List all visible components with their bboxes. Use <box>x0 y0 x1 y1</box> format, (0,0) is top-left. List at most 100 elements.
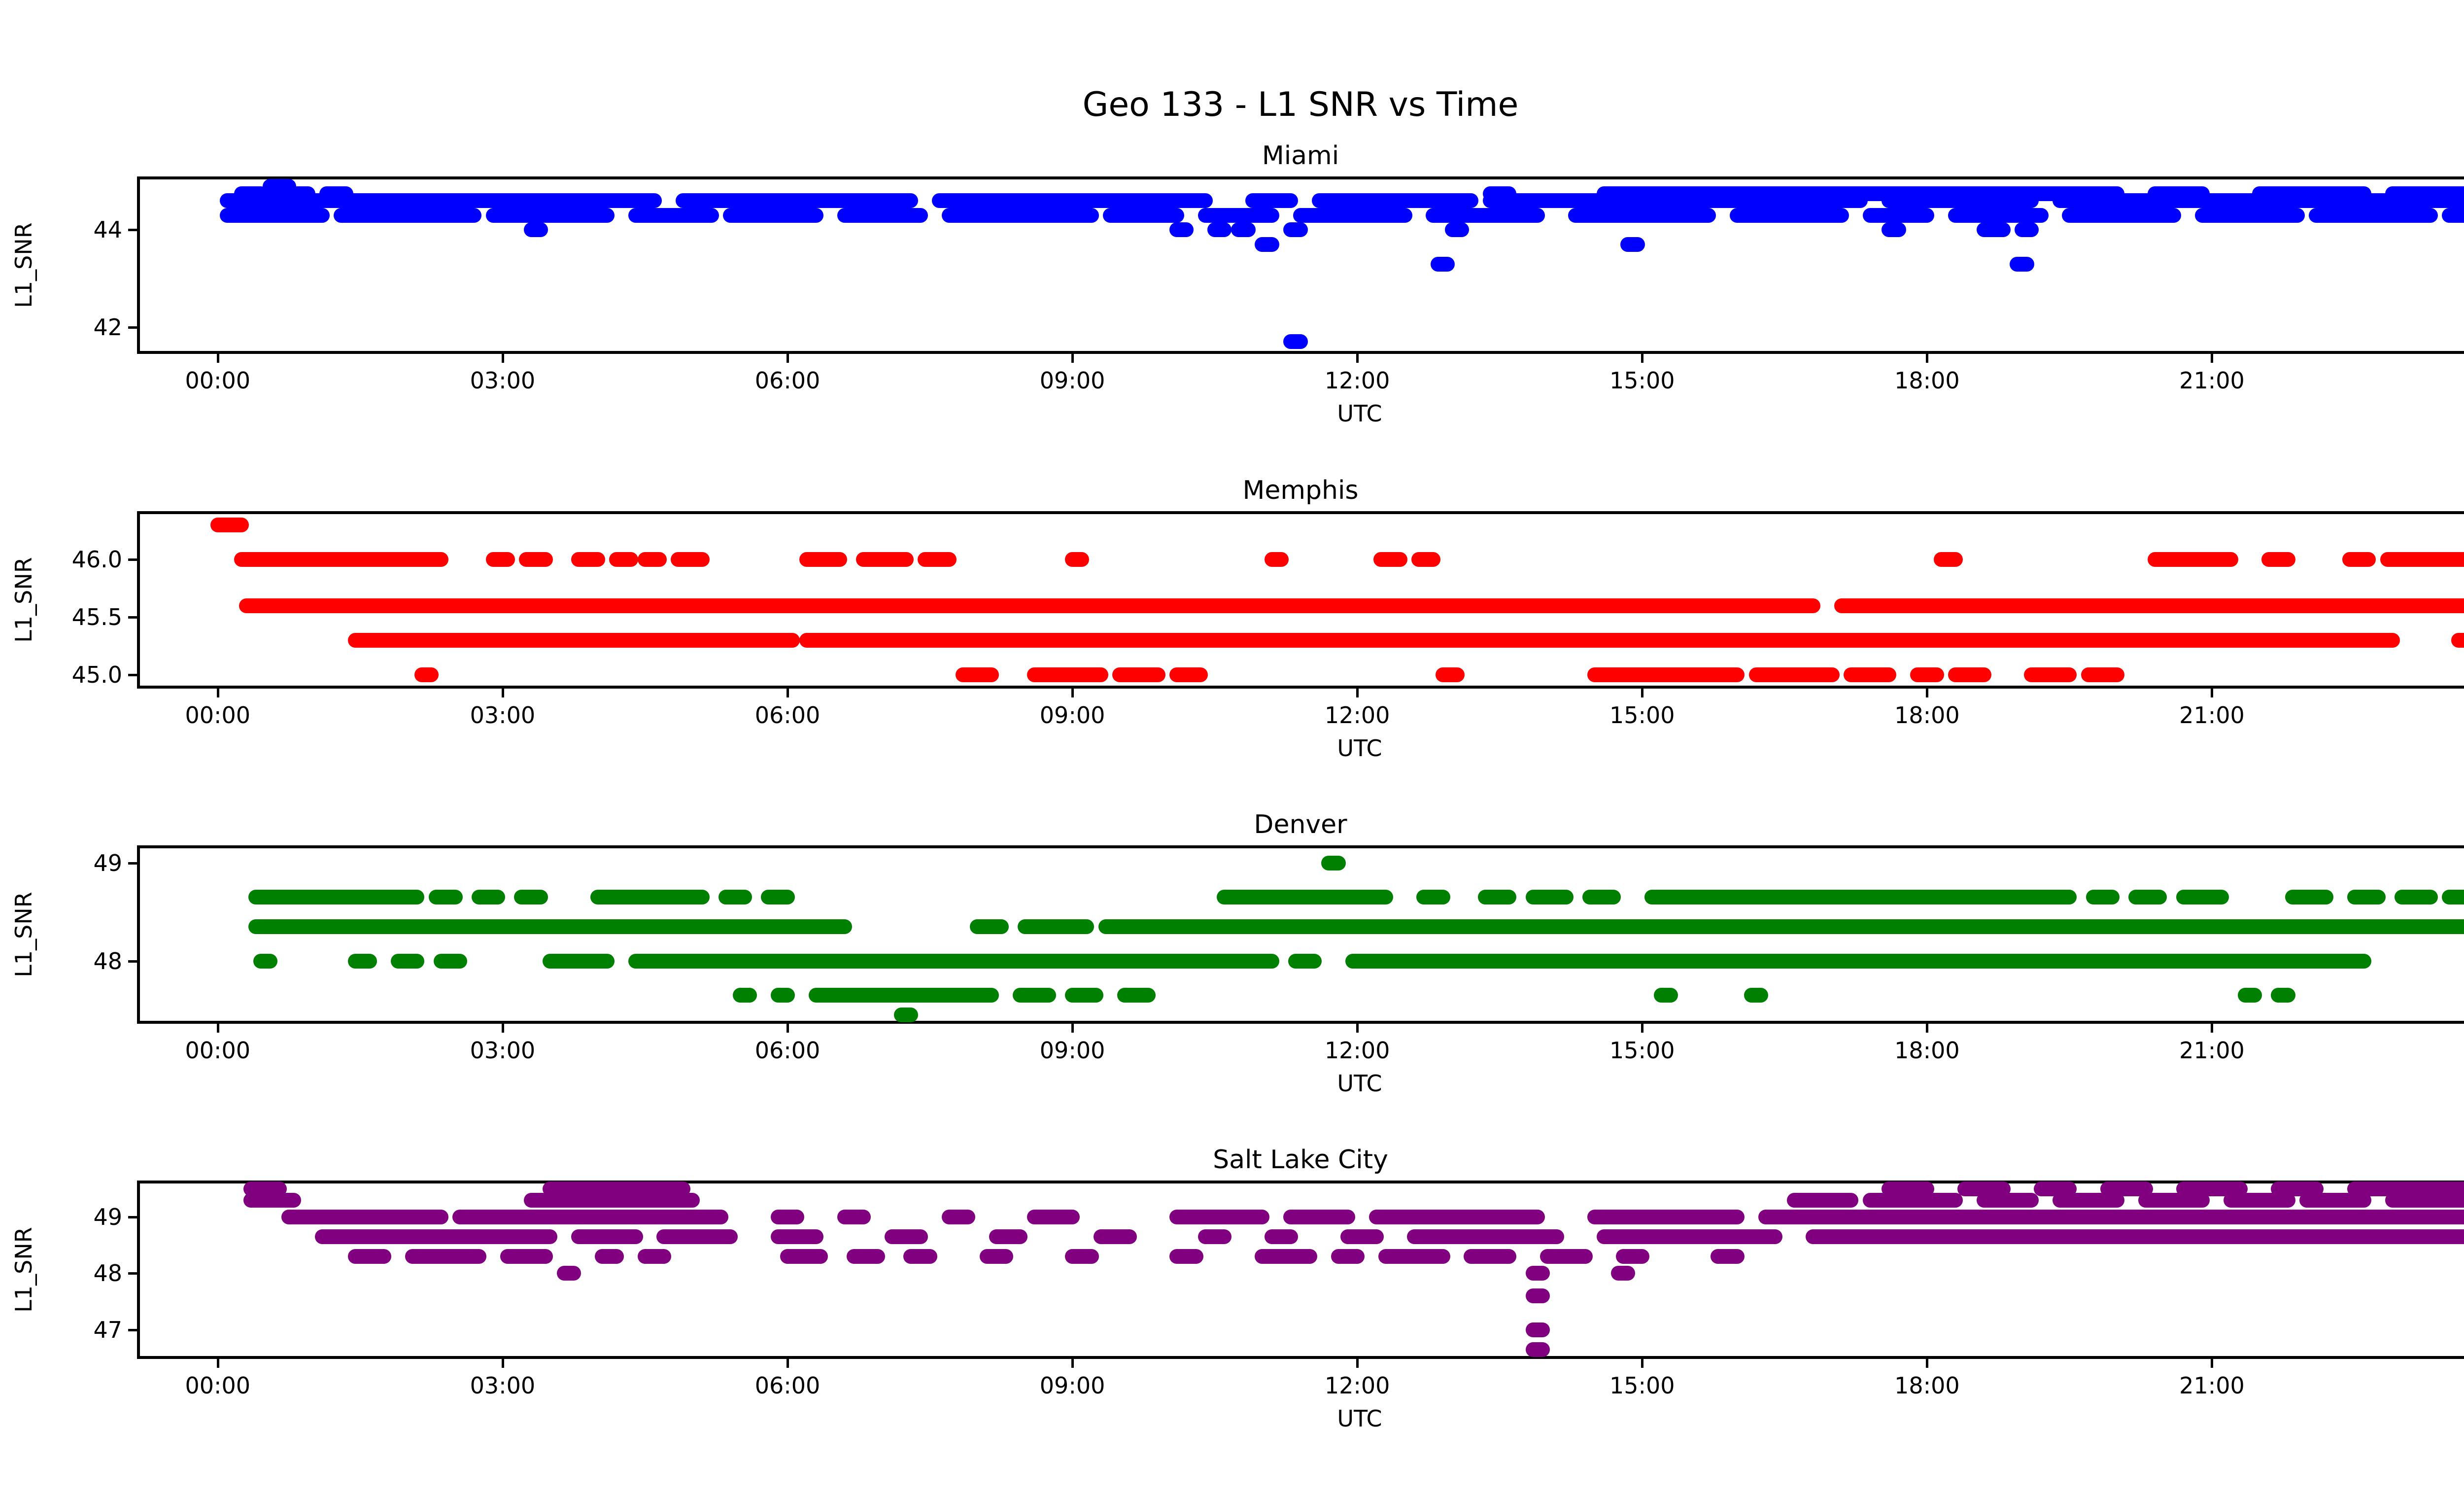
data-point-group <box>234 552 448 567</box>
subplot-title-denver: Denver <box>1254 810 1347 839</box>
x-tick-label: 06:00 <box>754 1372 821 1399</box>
data-point-group <box>723 208 823 223</box>
data-point-group <box>1525 890 1574 905</box>
data-point-group <box>2380 552 2464 567</box>
y-tick-mark <box>128 326 137 329</box>
data-point-group <box>1098 919 2464 935</box>
data-point-group <box>799 552 847 567</box>
x-tick-mark <box>2211 689 2214 697</box>
y-tick-label: 45.5 <box>71 604 122 631</box>
data-point-group <box>732 988 757 1003</box>
data-point-group <box>637 552 667 567</box>
data-point-group <box>2195 208 2305 223</box>
data-point-group <box>571 1229 643 1245</box>
data-point-group <box>471 890 506 905</box>
data-point-group <box>808 988 999 1003</box>
data-point-group <box>1711 1249 1745 1264</box>
data-point-group <box>348 1249 391 1264</box>
data-point-group <box>2147 552 2238 567</box>
data-point-group <box>1882 193 2039 209</box>
data-point-group <box>1525 1266 1550 1281</box>
data-point-group <box>1245 193 1299 209</box>
data-point-group <box>2309 208 2438 223</box>
y-axis-label-salt-lake-city: L1_SNR <box>10 1227 37 1313</box>
data-point-group <box>1568 208 1716 223</box>
x-tick-label: 12:00 <box>1324 702 1390 729</box>
data-point-group <box>281 1210 448 1225</box>
data-point-group <box>1587 1210 1745 1225</box>
x-tick-mark <box>216 354 219 363</box>
data-point-group <box>1288 953 1322 969</box>
data-point-group <box>2138 1192 2210 1208</box>
x-tick-label: 18:00 <box>1894 1372 1960 1399</box>
data-point-group <box>2299 1192 2371 1208</box>
x-tick-label: 09:00 <box>1039 1037 1105 1064</box>
data-point-group <box>1373 552 1407 567</box>
data-point-group <box>2442 890 2464 905</box>
x-tick-mark <box>2211 354 2214 363</box>
data-point-group <box>2128 890 2167 905</box>
data-point-group <box>932 193 1213 209</box>
data-point-group <box>595 1249 624 1264</box>
x-tick-label: 00:00 <box>185 367 251 394</box>
subplot-title-memphis: Memphis <box>1242 476 1359 505</box>
data-point-group <box>970 919 1009 935</box>
x-axis-label-salt-lake-city: UTC <box>1337 1405 1382 1432</box>
y-tick-label: 47 <box>93 1316 122 1343</box>
y-tick-mark <box>128 229 137 232</box>
data-point-group <box>1976 222 2011 238</box>
data-point-group <box>1117 988 1156 1003</box>
data-point-group <box>414 667 439 682</box>
data-point-group <box>1587 667 1745 682</box>
data-point-group <box>1744 988 1769 1003</box>
x-tick-mark <box>786 354 789 363</box>
x-tick-mark <box>1641 1359 1644 1368</box>
data-point-group <box>1862 208 1935 223</box>
data-point-group <box>770 988 795 1003</box>
data-point-group <box>2053 193 2464 209</box>
x-tick-mark <box>1071 1024 1074 1033</box>
x-tick-mark <box>786 1024 789 1033</box>
y-tick-label: 49 <box>93 1204 122 1231</box>
data-point-group <box>1198 1229 1232 1245</box>
data-point-group <box>314 1229 558 1245</box>
data-point-group <box>1283 334 1308 349</box>
x-tick-label: 09:00 <box>1039 1372 1105 1399</box>
data-point-group <box>1620 237 1645 252</box>
x-tick-mark <box>1641 1024 1644 1033</box>
x-tick-mark <box>1926 689 1929 697</box>
data-point-group <box>1844 667 1897 682</box>
data-point-group <box>1027 1210 1080 1225</box>
x-tick-mark <box>1071 1359 1074 1368</box>
data-point-group <box>1169 667 1208 682</box>
data-point-group <box>220 208 330 223</box>
y-tick-label: 45.0 <box>71 661 122 688</box>
y-tick-mark <box>128 558 137 561</box>
data-point-group <box>799 632 2400 648</box>
data-point-group <box>1369 1210 1545 1225</box>
data-point-group <box>1748 667 1840 682</box>
data-point-group <box>1416 890 1450 905</box>
x-tick-label: 21:00 <box>2179 1372 2245 1399</box>
data-point-group <box>1882 222 1906 238</box>
x-tick-mark <box>501 689 504 697</box>
plot-area-denver <box>137 845 2464 1024</box>
x-tick-mark <box>2211 1359 2214 1368</box>
y-tick-label: 46.0 <box>71 546 122 573</box>
data-point-group <box>1264 1229 1299 1245</box>
data-point-group <box>1976 1192 2039 1208</box>
x-tick-mark <box>1356 689 1359 697</box>
data-point-group <box>1207 222 1232 238</box>
x-tick-label: 21:00 <box>2179 367 2245 394</box>
figure-title-line-1: Geo 133 - L1 SNR vs Time <box>1082 85 1519 124</box>
data-point-group <box>1411 552 1441 567</box>
data-point-group <box>1283 1210 1355 1225</box>
data-point-group <box>557 1266 582 1281</box>
data-point-group <box>2261 552 2295 567</box>
x-tick-label: 15:00 <box>1609 367 1675 394</box>
x-tick-label: 09:00 <box>1039 702 1105 729</box>
x-tick-mark <box>1641 689 1644 697</box>
data-point-group <box>2394 890 2438 905</box>
data-point-group <box>1644 890 2077 905</box>
data-point-group <box>676 193 919 209</box>
